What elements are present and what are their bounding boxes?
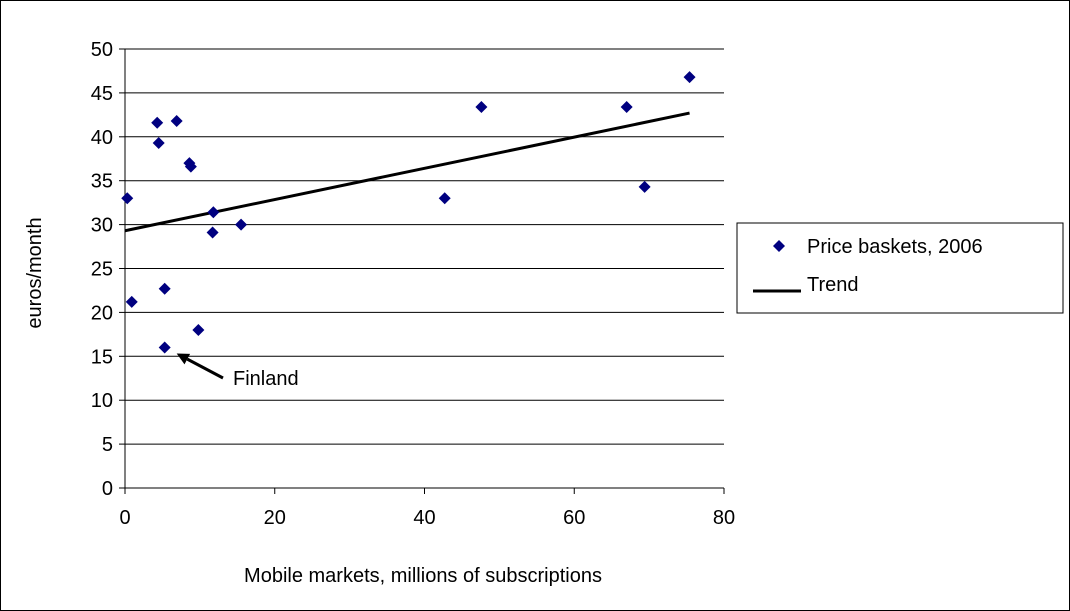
- y-tick-label: 30: [91, 215, 113, 237]
- data-point: [158, 282, 171, 295]
- y-tick-label: 50: [91, 39, 113, 61]
- data-point: [207, 206, 220, 219]
- y-tick-label: 35: [91, 171, 113, 193]
- data-point: [125, 295, 138, 308]
- finland-arrow: [186, 357, 224, 380]
- x-tick-labels: 0 20 40 60 80: [119, 507, 735, 529]
- trend-line: [124, 111, 690, 233]
- data-point: [438, 192, 451, 205]
- legend-label-price-baskets: Price baskets, 2006: [807, 236, 983, 258]
- data-point: [152, 136, 165, 149]
- data-point: [158, 341, 171, 354]
- data-point: [184, 160, 197, 173]
- x-tick-label: 0: [119, 507, 130, 529]
- legend: Price baskets, 2006 Trend: [736, 222, 1064, 314]
- data-point: [620, 100, 633, 113]
- y-tick-label: 15: [91, 346, 113, 368]
- data-point: [235, 218, 248, 231]
- y-tick-label: 20: [91, 302, 113, 324]
- data-point: [683, 71, 696, 84]
- x-tick-label: 80: [713, 507, 735, 529]
- finland-label: Finland: [233, 368, 299, 390]
- data-point: [638, 180, 651, 193]
- data-point: [475, 100, 488, 113]
- y-axis-label: euros/month: [24, 217, 46, 328]
- gridlines: [119, 48, 725, 494]
- y-tick-label: 10: [91, 390, 113, 412]
- y-tick-label: 5: [102, 434, 113, 456]
- data-point: [151, 116, 164, 129]
- y-tick-label: 0: [102, 478, 113, 500]
- legend-box: [736, 222, 1064, 314]
- data-point: [170, 114, 183, 127]
- finland-arrow-head: [176, 353, 191, 365]
- x-tick-label: 20: [264, 507, 286, 529]
- x-tick-label: 60: [563, 507, 585, 529]
- y-tick-label: 45: [91, 83, 113, 105]
- data-point: [192, 323, 205, 336]
- data-points: [121, 71, 696, 354]
- y-tick-labels: 0 5 10 15 20 25 30 35 40 45 50: [91, 39, 113, 500]
- data-point: [206, 226, 219, 239]
- data-point: [121, 192, 134, 205]
- x-axis-label: Mobile markets, millions of subscription…: [244, 565, 602, 587]
- y-tick-label: 40: [91, 127, 113, 149]
- legend-label-trend: Trend: [807, 274, 859, 296]
- y-tick-label: 25: [91, 259, 113, 281]
- legend-marker-price-baskets: [773, 240, 785, 252]
- x-tick-label: 40: [413, 507, 435, 529]
